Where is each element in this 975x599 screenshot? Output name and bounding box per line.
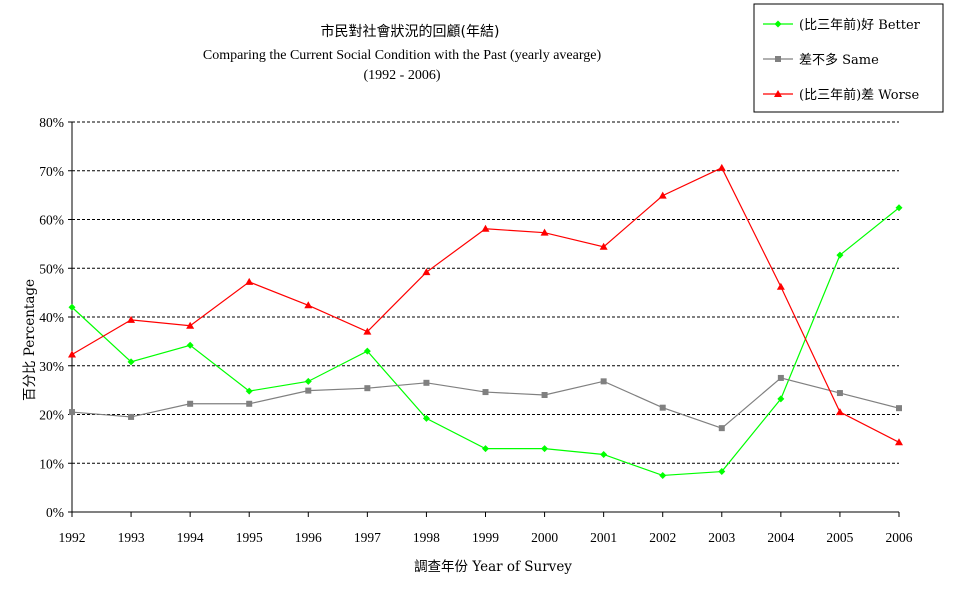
data-point [836, 390, 843, 397]
chart-subtitle: Comparing the Current Social Condition w… [203, 48, 602, 63]
data-point [364, 385, 371, 392]
data-point [481, 224, 490, 232]
data-point [482, 389, 489, 396]
data-point [245, 277, 254, 285]
axes [71, 122, 899, 513]
y-tick-label: 60% [39, 213, 64, 228]
legend-label: (比三年前)好 Better [799, 17, 921, 33]
x-tick-label: 1997 [354, 530, 381, 545]
x-tick-label: 1999 [472, 530, 499, 545]
x-tick-label: 1995 [236, 530, 263, 545]
y-axis-ticks: 0% 10% 20% 30% 40% 50% 60% 70% 80% [39, 115, 72, 520]
legend-label: 差不多 Same [799, 52, 879, 68]
data-point [305, 387, 312, 394]
x-tick-label: 2000 [531, 530, 558, 545]
data-point [69, 409, 75, 416]
y-tick-label: 70% [39, 164, 64, 179]
data-point [186, 341, 194, 349]
data-point [423, 379, 430, 386]
data-point [68, 303, 76, 311]
y-tick-label: 50% [39, 261, 64, 276]
series [68, 163, 903, 479]
data-point [600, 450, 608, 458]
data-point [128, 413, 135, 420]
data-point [777, 374, 784, 381]
x-tick-label: 1998 [413, 530, 440, 545]
y-axis-label: 百分比 Percentage [22, 279, 38, 401]
data-point [895, 438, 903, 446]
series-3 [68, 163, 903, 446]
data-point [895, 204, 903, 212]
y-tick-label: 80% [39, 115, 64, 130]
x-tick-label: 2003 [708, 530, 735, 545]
data-point [718, 425, 725, 432]
data-point [246, 400, 253, 407]
series-2 [69, 374, 902, 432]
data-point [187, 400, 194, 407]
legend-swatch-marker [774, 90, 782, 97]
data-point [600, 378, 607, 385]
data-point [245, 387, 253, 395]
data-point [776, 282, 785, 290]
data-point [599, 242, 608, 250]
x-tick-label: 1993 [118, 530, 145, 545]
x-tick-label: 2006 [886, 530, 913, 545]
data-point [541, 445, 549, 453]
legend-label: (比三年前)差 Worse [799, 87, 919, 103]
legend-swatch-marker [774, 20, 782, 28]
chart-title: 市民對社會狀況的回顧(年結) [321, 23, 500, 40]
data-point [717, 163, 726, 171]
legend: (比三年前)好 Better 差不多 Same (比三年前)差 Worse [753, 3, 944, 113]
series-1 [68, 204, 903, 479]
y-tick-label: 0% [46, 505, 64, 520]
x-tick-label: 1994 [177, 530, 204, 545]
x-tick-label: 1996 [295, 530, 322, 545]
data-point [835, 408, 844, 416]
data-point [68, 350, 76, 358]
x-tick-label: 1992 [59, 530, 86, 545]
x-tick-label: 2005 [826, 530, 853, 545]
data-point [127, 315, 136, 323]
x-tick-label: 2001 [590, 530, 617, 545]
series-line [71, 377, 900, 429]
data-point [304, 377, 312, 385]
data-point [659, 404, 666, 411]
data-point [363, 327, 372, 335]
data-point [836, 251, 844, 259]
data-point [540, 228, 549, 236]
y-tick-label: 10% [39, 456, 64, 471]
gridlines [72, 121, 899, 464]
legend-swatch-marker [775, 56, 781, 62]
y-tick-label: 40% [39, 310, 64, 325]
data-point [127, 358, 135, 366]
data-point [718, 468, 726, 476]
x-tick-label: 2004 [767, 530, 794, 545]
data-point [658, 191, 667, 199]
data-point [659, 471, 667, 479]
legend-item: (比三年前)差 Worse [763, 87, 919, 103]
data-point [482, 445, 489, 453]
y-tick-label: 20% [39, 408, 64, 423]
legend-item: (比三年前)好 Better [763, 17, 921, 33]
series-line [71, 207, 900, 477]
data-point [363, 347, 371, 355]
x-axis-label: 調查年份 Year of Survey [414, 559, 572, 575]
legend-item: 差不多 Same [763, 52, 879, 68]
series-line [71, 167, 900, 443]
x-axis-ticks: 1992 1993 1994 1995 1996 1997 1998 1999 2000 2001… [59, 512, 913, 545]
chart-year-range: (1992 - 2006) [364, 68, 441, 83]
data-point [186, 321, 195, 329]
data-point [896, 405, 902, 412]
data-point [422, 414, 430, 422]
y-tick-label: 30% [39, 359, 64, 374]
data-point [541, 392, 548, 398]
data-point [422, 268, 431, 276]
x-tick-label: 2002 [649, 530, 676, 545]
data-point [777, 395, 785, 403]
data-point [304, 301, 313, 309]
